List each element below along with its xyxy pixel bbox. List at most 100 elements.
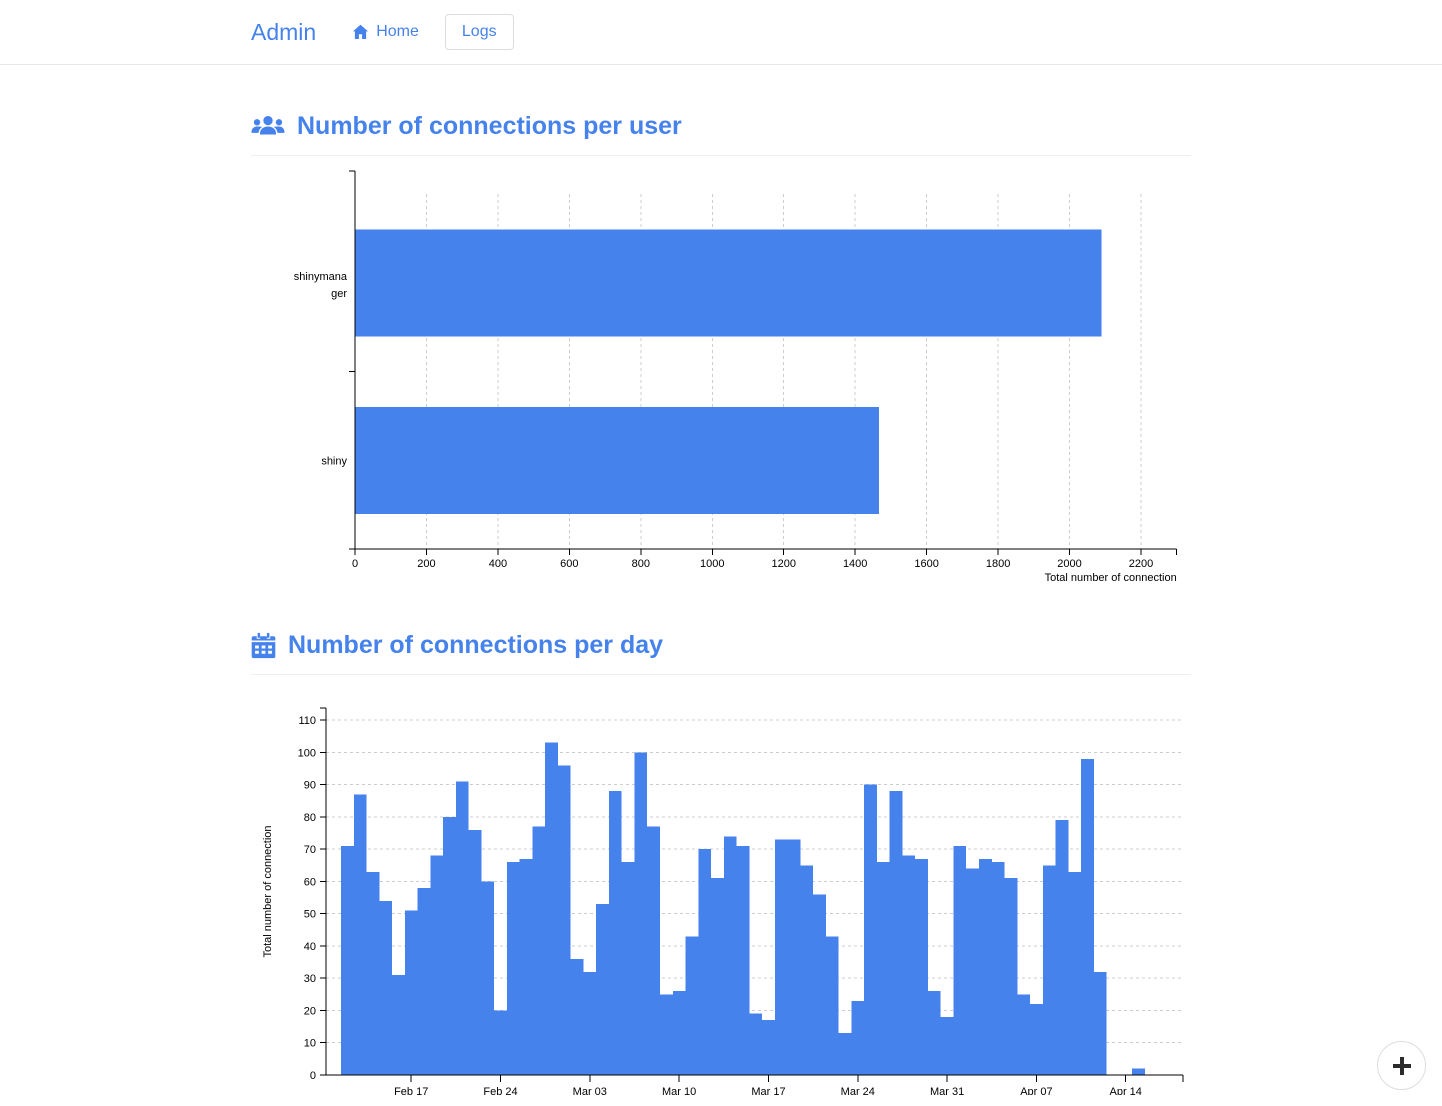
home-link[interactable]: Home: [352, 23, 419, 41]
bar-Mar-29[interactable]: [915, 858, 928, 1075]
main-content: Number of connections per user 0 200 400 60…: [251, 112, 1191, 1095]
bar-Feb-16[interactable]: [392, 975, 405, 1075]
bar-Feb-19[interactable]: [430, 855, 444, 1075]
bar-Mar-21[interactable]: [813, 894, 826, 1075]
x-tick-label: Mar 31: [930, 1086, 964, 1095]
add-fab-button[interactable]: [1377, 1041, 1426, 1090]
bar-Apr-08[interactable]: [1042, 865, 1056, 1075]
bar-Mar-04[interactable]: [596, 904, 609, 1075]
bar-Mar-31[interactable]: [940, 1016, 954, 1075]
x-tick-label: 1000: [700, 558, 724, 570]
vbar-chart-svg: 0 10 20 30 40 50 60 70 80 90 100 110 Feb 17 Feb 24 Mar…: [262, 707, 1184, 1095]
bar-Apr-09[interactable]: [1055, 820, 1069, 1075]
bar-Feb-21[interactable]: [455, 781, 469, 1075]
bar-Mar-23[interactable]: [838, 1033, 852, 1075]
x-tick-label: Mar 03: [573, 1086, 607, 1095]
bar-Mar-09[interactable]: [660, 994, 673, 1076]
bar-Feb-15[interactable]: [379, 900, 393, 1075]
x-tick-label: Apr 14: [1109, 1086, 1141, 1095]
bar-Mar-02[interactable]: [570, 958, 584, 1075]
bar-shiny[interactable]: [355, 406, 879, 514]
home-icon: [352, 24, 369, 40]
y-tick-label: 100: [298, 747, 316, 759]
bar-Mar-16[interactable]: [749, 1013, 763, 1075]
bar-Mar-10[interactable]: [672, 991, 686, 1075]
x-tick-label: Mar 24: [841, 1086, 875, 1095]
bar-Mar-06[interactable]: [621, 862, 635, 1075]
navbar-inner: Admin Home Logs: [251, 14, 1191, 50]
bar-Feb-26[interactable]: [519, 858, 533, 1075]
bar-Feb-14[interactable]: [366, 871, 380, 1075]
bar-Mar-20[interactable]: [800, 865, 814, 1075]
bar-Feb-22[interactable]: [468, 829, 482, 1075]
bar-Mar-12[interactable]: [698, 849, 712, 1075]
bar-Feb-13[interactable]: [353, 794, 367, 1075]
hbar-chart-svg: 0 200 400 600 800 1000 1200 1400 1600 1800 2000 220…: [294, 170, 1178, 584]
x-tick-label: 2000: [1057, 558, 1081, 570]
bar-Apr-03[interactable]: [979, 858, 992, 1075]
bar-Mar-17[interactable]: [762, 1020, 775, 1075]
bar-Apr-06[interactable]: [1017, 994, 1031, 1076]
bar-Apr-11[interactable]: [1081, 758, 1094, 1075]
y-tick-label: 60: [304, 876, 316, 888]
x-tick-label: Mar 10: [662, 1086, 696, 1095]
bar-Mar-18[interactable]: [774, 839, 788, 1076]
bar-Apr-07[interactable]: [1030, 1004, 1043, 1075]
bar-Apr-01[interactable]: [953, 846, 967, 1075]
bar-Apr-04[interactable]: [991, 862, 1005, 1075]
logs-label: Logs: [461, 23, 497, 40]
bar-Feb-28[interactable]: [545, 742, 558, 1075]
bar-shinymanager[interactable]: [355, 229, 1102, 337]
connections-per-day-chart[interactable]: 0 10 20 30 40 50 60 70 80 90 100 110 Feb 17 Feb 24 Mar…: [251, 683, 1191, 1095]
home-label: Home: [376, 23, 419, 40]
connections-per-user-chart[interactable]: 0 200 400 600 800 1000 1200 1400 1600 1800 2000 220…: [251, 164, 1191, 584]
bar-Feb-25[interactable]: [506, 862, 520, 1075]
bar-Mar-13[interactable]: [711, 878, 724, 1075]
bar-Apr-12[interactable]: [1093, 971, 1107, 1075]
bar-Mar-27[interactable]: [889, 791, 903, 1075]
bar-Mar-24[interactable]: [851, 1000, 865, 1075]
bar-Mar-11[interactable]: [685, 936, 699, 1075]
section-title-text: Number of connections per user: [297, 112, 682, 140]
bar-Feb-27[interactable]: [532, 826, 546, 1075]
bar-Mar-19[interactable]: [787, 839, 801, 1076]
bar-Mar-08[interactable]: [647, 826, 660, 1075]
x-tick-label: 2200: [1129, 558, 1153, 570]
bar-Mar-07[interactable]: [634, 752, 648, 1075]
bar-Mar-01[interactable]: [557, 765, 571, 1075]
bar-Mar-30[interactable]: [927, 991, 941, 1075]
brand-link[interactable]: Admin: [251, 18, 317, 45]
bar-Apr-15[interactable]: [1132, 1068, 1145, 1076]
plus-icon: [1391, 1055, 1413, 1077]
bar-Feb-17[interactable]: [404, 910, 418, 1076]
y-tick-label: 40: [304, 941, 316, 953]
bar-Apr-02[interactable]: [966, 868, 979, 1076]
bar-Feb-24[interactable]: [494, 1010, 507, 1076]
bar-Feb-23[interactable]: [481, 881, 495, 1075]
section-divider: [251, 674, 1191, 675]
bar-Mar-22[interactable]: [825, 936, 839, 1075]
bar-Feb-18[interactable]: [417, 887, 431, 1075]
bar-Mar-14[interactable]: [723, 836, 737, 1075]
logs-button[interactable]: Logs: [444, 14, 514, 50]
bar-Mar-05[interactable]: [608, 791, 622, 1075]
x-tick-label: 600: [560, 558, 578, 570]
bar-Mar-03[interactable]: [583, 971, 597, 1075]
y-axis-title: Total number of connection: [262, 825, 274, 957]
bar-Mar-26[interactable]: [876, 862, 890, 1075]
bar-Feb-12[interactable]: [341, 846, 354, 1075]
bar-Feb-20[interactable]: [443, 816, 456, 1075]
category-label: shinymana ger: [294, 271, 348, 300]
bar-Apr-05[interactable]: [1004, 878, 1018, 1075]
calendar-icon: [251, 632, 276, 659]
y-tick-label: 50: [304, 909, 316, 921]
bar-Apr-10[interactable]: [1068, 871, 1082, 1075]
y-tick-label: 70: [304, 844, 316, 856]
section-title-text: Number of connections per day: [288, 631, 664, 659]
x-tick-label: Feb 17: [394, 1086, 428, 1095]
category-label: shiny: [321, 455, 347, 467]
bar-Mar-15[interactable]: [736, 846, 750, 1075]
bar-Mar-25[interactable]: [864, 784, 877, 1075]
section-divider: [251, 155, 1191, 156]
bar-Mar-28[interactable]: [902, 855, 916, 1075]
